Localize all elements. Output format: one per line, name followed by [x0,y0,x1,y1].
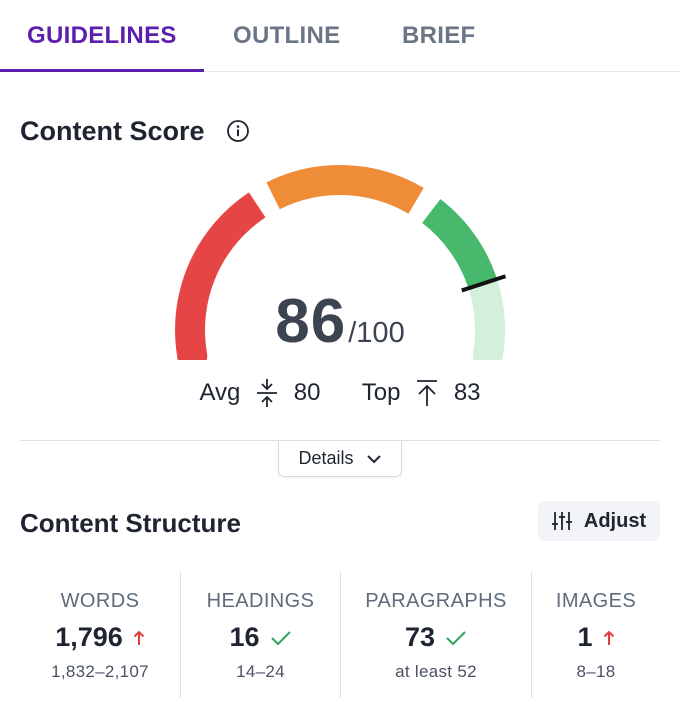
active-tab-indicator [0,69,204,72]
check-icon [446,630,466,645]
avg-label: Avg [199,379,241,406]
score-value: 86 [275,287,347,356]
chevron-down-icon [366,454,381,463]
metric-label: IMAGES [555,590,637,612]
top-value: 83 [453,379,481,406]
content-structure-title: Content Structure [20,508,241,538]
metric-range: at least 52 [395,662,477,681]
metric-value-row: 16 [181,622,340,653]
content-structure-metrics: WORDS 1,796 1,832–2,107 HEADINGS 16 14–2… [20,572,660,698]
adjust-button[interactable]: Adjust [538,501,660,541]
metric-words: WORDS 1,796 1,832–2,107 [20,572,180,698]
gauge-segment-red [175,192,266,359]
section-divider [20,440,660,441]
gauge-segment-green [421,199,497,289]
metric-range: 14–24 [236,662,285,681]
score-readout: 86/100 [0,286,680,357]
gauge-cap-right [472,341,503,360]
metric-label: WORDS [60,590,140,612]
metric-paragraphs: PARAGRAPHS 73 at least 52 [340,572,531,698]
tab-guidelines[interactable]: GUIDELINES [27,22,177,49]
metric-label: HEADINGS [206,590,315,612]
adjust-label: Adjust [583,509,647,532]
metric-range: 8–18 [576,662,616,681]
metric-value-row: 1 [532,622,660,653]
metric-label: PARAGRAPHS [365,590,507,612]
metric-range: 1,832–2,107 [51,662,149,681]
benchmark-row: Avg 80 Top 83 [0,378,680,408]
gauge-cap-left [177,341,208,360]
metric-value: 16 [229,622,260,652]
details-label: Details [298,448,354,468]
details-button[interactable]: Details [278,441,402,477]
tab-brief[interactable]: BRIEF [402,22,476,49]
score-max: /100 [348,317,405,349]
check-icon [270,630,291,645]
top-label: Top [361,379,401,406]
metric-value: 73 [404,622,436,652]
metric-value-row: 1,796 [20,622,180,653]
metric-value-row: 73 [341,622,531,653]
sliders-icon [551,512,572,530]
arrow-up-icon [133,630,144,645]
tab-outline[interactable]: OUTLINE [233,22,341,49]
content-score-title: Content Score [20,116,205,146]
content-score-gauge [175,165,507,360]
metric-value: 1 [577,622,593,652]
info-circle-icon[interactable] [226,119,250,143]
arrow-up-icon [603,630,614,645]
avg-value: 80 [293,379,321,406]
metric-value: 1,796 [55,622,123,652]
top-arrow-icon [417,380,438,406]
tab-bar: GUIDELINES OUTLINE BRIEF [0,0,680,72]
gauge-segment-orange [266,165,424,214]
metric-headings: HEADINGS 16 14–24 [180,572,340,698]
collapse-arrows-icon [257,379,278,407]
gauge-score-needle [461,274,507,293]
metric-images: IMAGES 1 8–18 [531,572,660,698]
